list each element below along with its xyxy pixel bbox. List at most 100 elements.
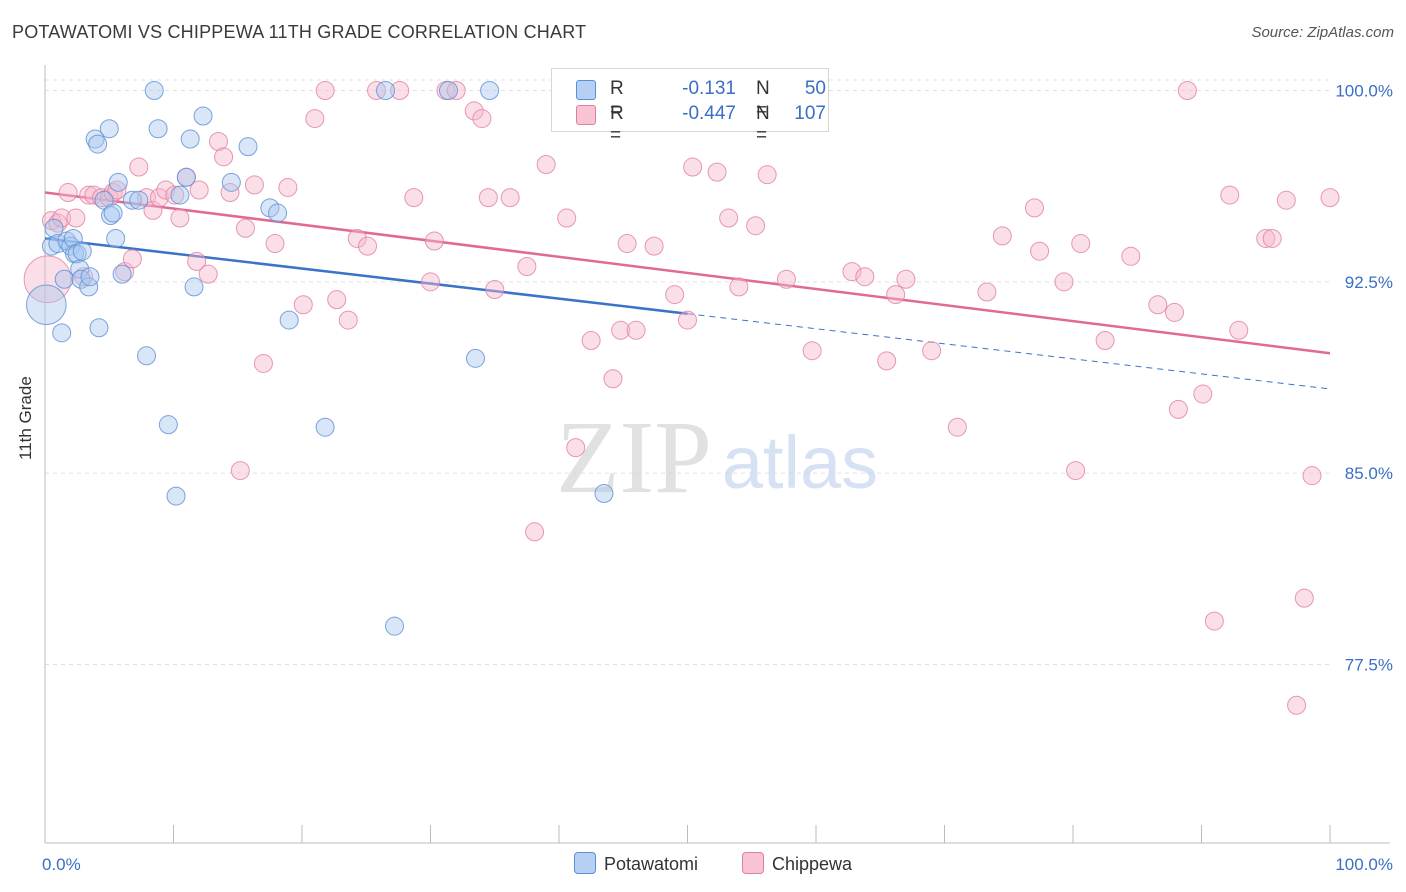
potawatomi-point — [101, 205, 121, 225]
r-label: R = — [610, 103, 624, 146]
series-legend-potawatomi: Potawatomi — [574, 852, 698, 875]
chippewa-point — [165, 185, 185, 205]
r-value: -0.131 — [682, 78, 736, 99]
chippewa-point — [1320, 188, 1340, 208]
potawatomi-point — [148, 119, 168, 139]
chippewa-point — [517, 257, 537, 277]
chippewa-point — [992, 226, 1012, 246]
chippewa-point — [253, 353, 273, 373]
chippewa-legend-swatch — [742, 852, 764, 874]
chippewa-point — [170, 208, 190, 228]
chippewa-point — [877, 351, 897, 371]
potawatomi-point — [176, 167, 196, 187]
potawatomi-point — [268, 203, 288, 223]
chippewa-point — [338, 310, 358, 330]
chippewa-point — [757, 165, 777, 185]
chippewa-point — [472, 109, 492, 129]
potawatomi-point — [166, 486, 186, 506]
chippewa-point — [729, 277, 749, 297]
potawatomi-point — [221, 172, 241, 192]
chippewa-point — [198, 264, 218, 284]
potawatomi-trend-extension — [687, 313, 1331, 390]
x-tick-label-max: 100.0% — [1335, 855, 1393, 874]
chippewa-point — [683, 157, 703, 177]
chippewa-point — [1256, 228, 1276, 248]
chippewa-point — [305, 109, 325, 129]
chippewa-point — [626, 320, 646, 340]
chippewa-point — [208, 132, 228, 152]
n-value: 50 — [804, 78, 826, 99]
chippewa-point — [347, 228, 367, 248]
chippewa-point — [52, 208, 72, 228]
r-label: R = — [610, 78, 624, 121]
potawatomi-point — [88, 134, 108, 154]
potawatomi-point — [44, 218, 64, 238]
potawatomi-point — [137, 346, 157, 366]
chippewa-point — [1262, 228, 1282, 248]
chippewa-point — [143, 200, 163, 220]
chippewa-point — [156, 180, 176, 200]
potawatomi-point — [594, 484, 614, 504]
chippewa-point — [500, 188, 520, 208]
chippewa-point — [390, 81, 410, 101]
chippewa-point — [1276, 190, 1296, 210]
chippewa-point — [478, 188, 498, 208]
potawatomi-point — [385, 616, 405, 636]
chippewa-point — [746, 216, 766, 236]
chippewa-point — [1177, 81, 1197, 101]
chippewa-point — [265, 234, 285, 254]
watermark: ZIP atlas — [556, 400, 878, 515]
potawatomi-point — [315, 417, 335, 437]
potawatomi-point — [106, 228, 126, 248]
data-points — [23, 81, 1340, 715]
chippewa-point — [719, 208, 739, 228]
potawatomi-swatch — [576, 80, 596, 100]
chippewa-legend-label: Chippewa — [772, 854, 853, 874]
chippewa-point — [886, 285, 906, 305]
tick-labels: 77.5% 85.0% 92.5% 100.0% 0.0% 100.0% — [42, 82, 1393, 874]
chippewa-point — [129, 157, 149, 177]
chippewa-point — [678, 310, 697, 330]
chippewa-point — [358, 236, 378, 256]
chippewa-point — [293, 295, 313, 315]
axes — [44, 65, 1390, 844]
chippewa-point — [1024, 198, 1044, 218]
watermark-atlas: atlas — [722, 421, 878, 504]
potawatomi-point — [85, 129, 105, 149]
chippewa-point — [665, 285, 685, 305]
chippewa-point — [1054, 272, 1074, 292]
chippewa-trend-line — [44, 191, 1331, 355]
chippewa-point — [855, 267, 875, 287]
chippewa-point — [1193, 384, 1213, 404]
potawatomi-point — [170, 185, 190, 205]
potawatomi-point — [158, 415, 178, 435]
chippewa-point — [404, 188, 424, 208]
chippewa-point — [896, 269, 916, 289]
potawatomi-point — [72, 241, 92, 261]
chippewa-point — [947, 417, 967, 437]
potawatomi-point — [129, 190, 149, 210]
chippewa-point — [536, 154, 556, 174]
chippewa-point — [1168, 399, 1188, 419]
chippewa-point — [1287, 695, 1307, 715]
potawatomi-point — [238, 137, 258, 157]
chippewa-point — [1302, 466, 1322, 486]
chippewa-point — [1165, 302, 1185, 322]
chippewa-point — [1220, 185, 1240, 205]
chippewa-point — [107, 180, 127, 200]
potawatomi-point — [108, 172, 128, 192]
chippewa-point — [707, 162, 727, 182]
chippewa-point — [421, 272, 440, 292]
chippewa-point — [230, 461, 250, 481]
chippewa-point — [603, 369, 623, 389]
potawatomi-point — [438, 81, 458, 101]
y-tick-label: 100.0% — [1335, 82, 1393, 101]
y-tick-label: 85.0% — [1345, 464, 1393, 483]
potawatomi-point — [112, 264, 132, 284]
chippewa-point — [977, 282, 997, 302]
chippewa-point — [922, 341, 942, 361]
chippewa-point — [149, 188, 169, 208]
chippewa-point — [1121, 246, 1141, 266]
source-label: Source: ZipAtlas.com — [1251, 24, 1394, 41]
potawatomi-point — [376, 81, 396, 101]
